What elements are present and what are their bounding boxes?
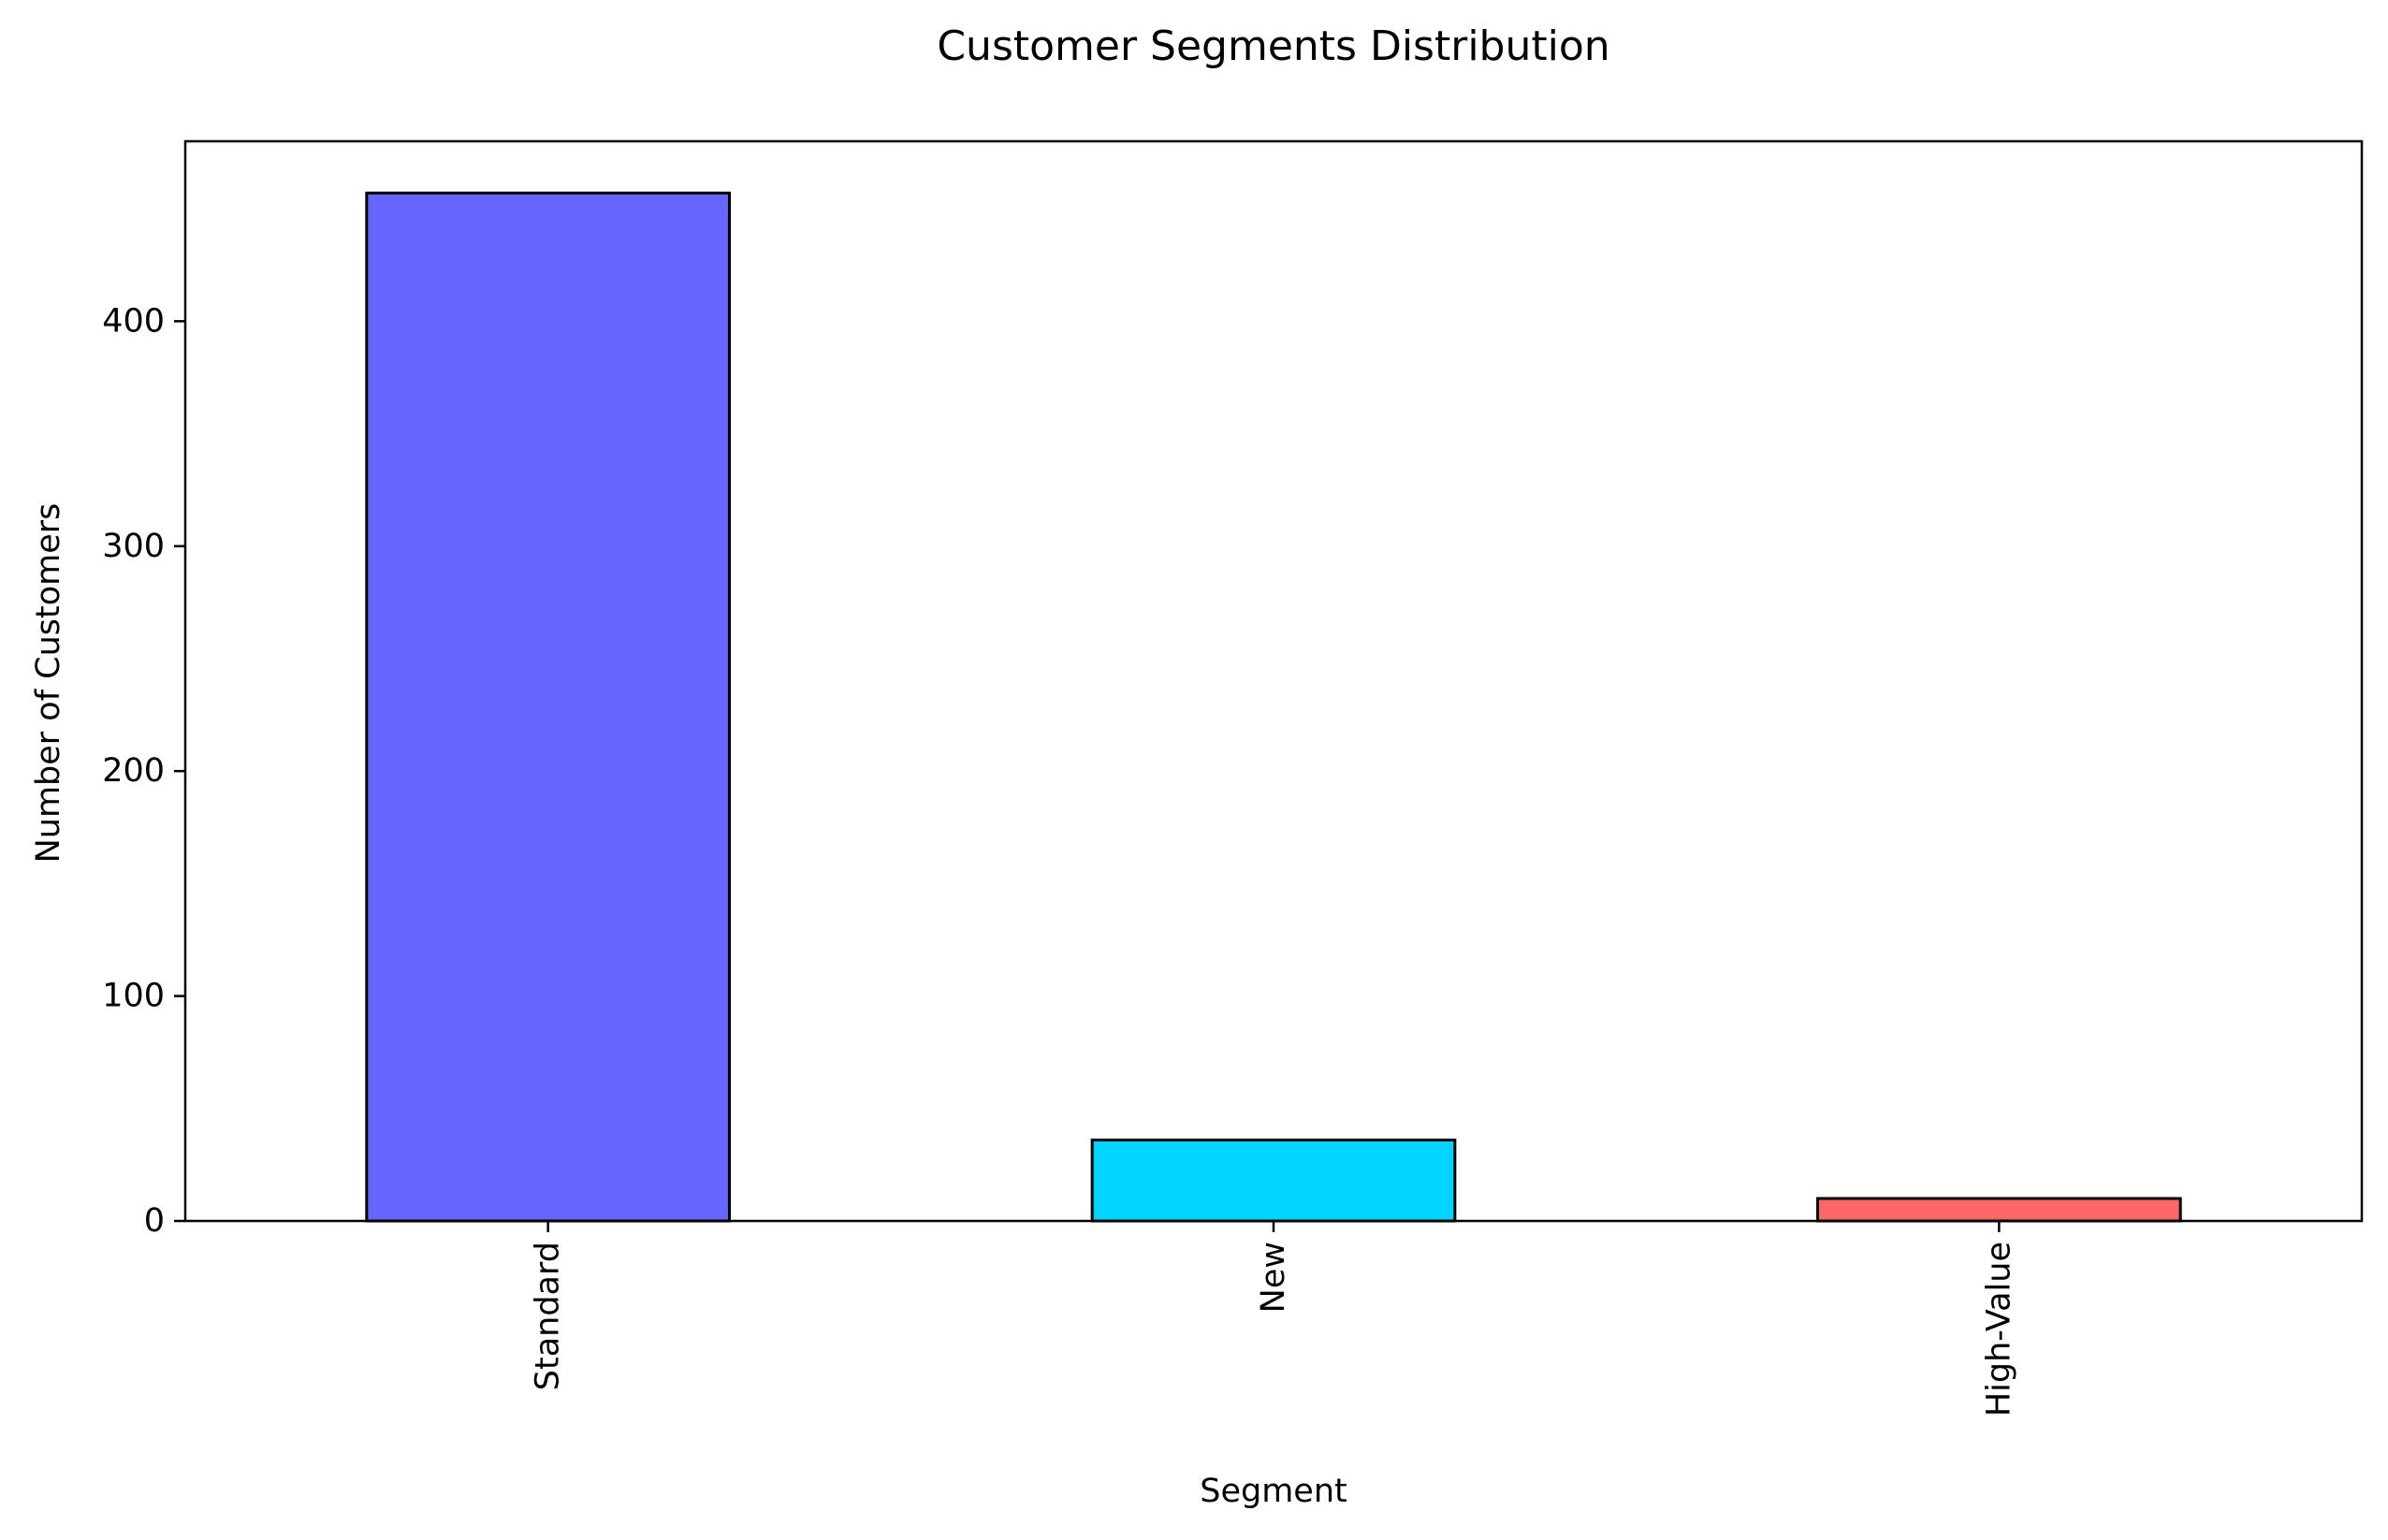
y-tick-label: 0 — [144, 1202, 165, 1240]
bar-new — [1090, 1138, 1457, 1223]
y-axis-label: Number of Customers — [30, 503, 67, 864]
y-tick-label: 300 — [102, 528, 165, 565]
x-tick-label: Standard — [530, 1242, 567, 1390]
y-tick-label: 400 — [102, 302, 165, 340]
x-tick-label: High-Value — [1980, 1242, 2017, 1417]
x-tick-label: New — [1255, 1242, 1292, 1313]
x-axis-label: Segment — [1200, 1473, 1347, 1510]
chart-title: Customer Segments Distribution — [937, 22, 1609, 70]
plot-area: 0 100 200 300 400 Standard New High-Value — [102, 139, 2364, 1417]
y-tick-label: 100 — [102, 978, 165, 1015]
y-tick-label: 200 — [102, 752, 165, 790]
bar-high-value — [1816, 1197, 2182, 1223]
bar-standard — [365, 191, 731, 1223]
